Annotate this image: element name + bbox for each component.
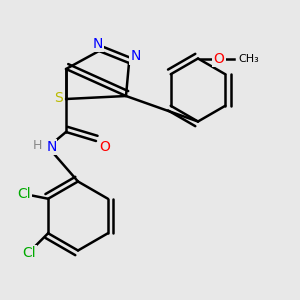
Text: H: H	[33, 139, 42, 152]
Text: Cl: Cl	[17, 187, 31, 201]
Text: Cl: Cl	[22, 246, 35, 260]
Text: N: N	[92, 37, 103, 50]
Text: S: S	[54, 91, 63, 104]
Text: N: N	[130, 50, 141, 63]
Text: O: O	[214, 52, 224, 65]
Text: CH₃: CH₃	[238, 53, 259, 64]
Text: O: O	[100, 140, 110, 154]
Text: N: N	[46, 140, 57, 154]
